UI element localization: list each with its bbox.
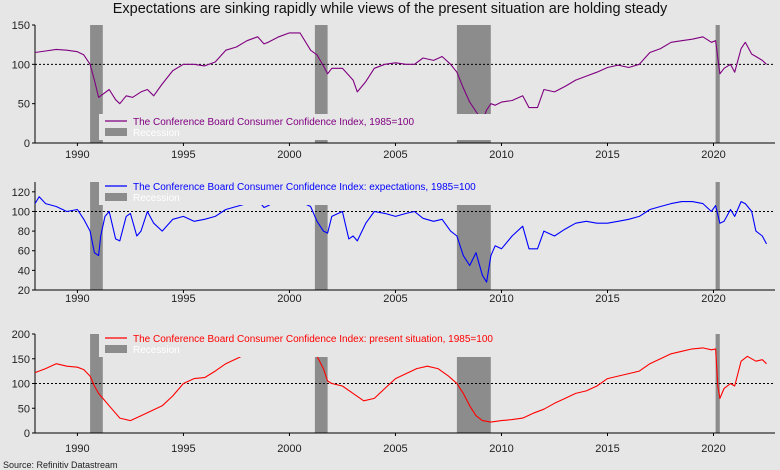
legend-recession-label: Recession — [133, 193, 180, 204]
x-tick-label: 2010 — [489, 443, 513, 455]
legend-recession-swatch — [105, 128, 127, 136]
x-tick-label: 2020 — [701, 443, 725, 455]
legend-background — [99, 331, 559, 357]
page-title: Expectations are sinking rapidly while v… — [112, 1, 668, 17]
x-tick-label: 2015 — [595, 149, 619, 161]
x-tick-label: 1995 — [171, 149, 195, 161]
series-line — [34, 32, 767, 122]
y-tick-label: 100 — [12, 379, 30, 391]
legend-background — [99, 179, 549, 205]
x-tick-label: 1990 — [65, 443, 89, 455]
series-line — [34, 343, 767, 423]
x-tick-label: 1990 — [65, 149, 89, 161]
recession-band — [715, 182, 720, 290]
y-tick-label: 200 — [12, 329, 30, 341]
x-tick-label: 2010 — [489, 149, 513, 161]
recession-band — [90, 182, 103, 290]
y-tick-label: 20 — [18, 285, 30, 297]
chart-panel-3: 0 50 100 150 200 1990 1995 2000 2005 2010 2015 2020… — [12, 329, 775, 455]
x-tick-label: 1990 — [65, 293, 89, 305]
y-tick-label: 50 — [18, 403, 30, 415]
legend-series-label: The Conference Board Consumer Confidence… — [133, 334, 493, 345]
y-tick-label: 150 — [12, 354, 30, 366]
x-tick-label: 2015 — [595, 293, 619, 305]
y-tick-label: 80 — [18, 226, 30, 238]
y-tick-label: 60 — [18, 246, 30, 258]
chart-panel-1: 0 50 100 150 1990 1995 2000 2005 2010 2015 2020 The… — [12, 20, 775, 161]
legend: The Conference Board Consumer Confidence… — [99, 114, 509, 140]
x-tick-label: 2010 — [489, 293, 513, 305]
series-line — [34, 196, 767, 283]
legend-recession-swatch — [105, 345, 127, 353]
y-tick-label: 150 — [12, 20, 30, 32]
chart-panel-2: 20 40 60 80 100 120 1990 1995 2000 2005 2010 2015 20… — [12, 179, 775, 305]
recession-band — [314, 25, 328, 143]
x-tick-label: 1995 — [171, 293, 195, 305]
x-tick-label: 2020 — [701, 149, 725, 161]
x-tick-label: 2015 — [595, 443, 619, 455]
recession-band — [715, 25, 720, 143]
x-tick-label: 2005 — [383, 443, 407, 455]
y-tick-label: 50 — [18, 99, 30, 111]
legend: The Conference Board Consumer Confidence… — [99, 331, 559, 357]
y-tick-label: 0 — [24, 138, 30, 150]
legend-background — [99, 114, 509, 140]
x-tick-label: 2000 — [277, 443, 301, 455]
x-tick-label: 1995 — [171, 443, 195, 455]
y-tick-label: 40 — [18, 265, 30, 277]
legend-recession-label: Recession — [133, 128, 180, 139]
x-tick-label: 2020 — [701, 293, 725, 305]
y-tick-label: 0 — [24, 428, 30, 440]
legend-recession-swatch — [105, 193, 127, 201]
x-tick-label: 2000 — [277, 293, 301, 305]
y-tick-label: 120 — [12, 187, 30, 199]
x-tick-label: 2005 — [383, 149, 407, 161]
legend-recession-label: Recession — [133, 345, 180, 356]
legend-series-label: The Conference Board Consumer Confidence… — [133, 182, 476, 193]
x-tick-label: 2000 — [277, 149, 301, 161]
y-tick-label: 100 — [12, 206, 30, 218]
recession-band — [314, 182, 328, 290]
y-tick-label: 100 — [12, 59, 30, 71]
x-tick-label: 2005 — [383, 293, 407, 305]
source-note: Source: Refinitiv Datastream — [3, 460, 118, 470]
legend-series-label: The Conference Board Consumer Confidence… — [133, 117, 414, 128]
recession-band — [90, 25, 103, 143]
legend: The Conference Board Consumer Confidence… — [99, 179, 549, 205]
